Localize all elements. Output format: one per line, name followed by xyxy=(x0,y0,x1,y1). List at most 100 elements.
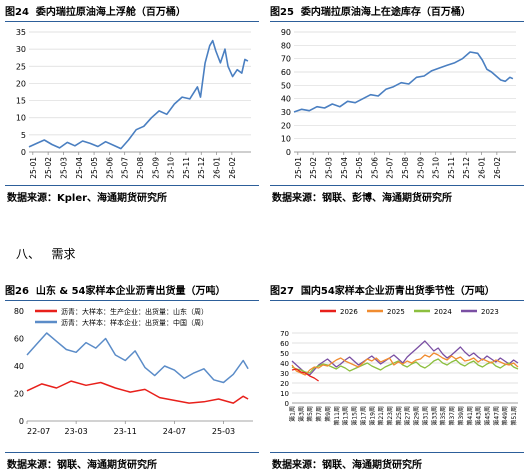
legend-label: 2024 xyxy=(434,308,452,316)
x-tick-label: 第19周 xyxy=(368,406,376,426)
x-tick-label: 25-01 xyxy=(29,157,38,179)
y-tick-label: 5 xyxy=(21,131,26,140)
x-tick-label: 22-07 xyxy=(27,427,50,436)
chart-title-24: 图24 委内瑞拉原油海上浮舱（百万桶） xyxy=(5,7,186,18)
series-line xyxy=(26,332,249,384)
y-tick-label: 30 xyxy=(281,108,291,117)
line-chart-26: 0 20 40 60 80 22-07 23-03 23-11 24-07 25-03 沥青：大样本… xyxy=(14,307,253,436)
x-tick-label: 25-10 xyxy=(432,157,441,179)
legend-label: 2025 xyxy=(387,308,405,316)
x-tick-label: 第17周 xyxy=(359,406,367,426)
series-line xyxy=(26,380,249,404)
y-tick-label: 25 xyxy=(16,62,26,71)
x-tick-label: 25-11 xyxy=(447,157,456,179)
y-tick-label: 15 xyxy=(16,97,26,106)
series-line xyxy=(28,39,249,150)
x-tick-label: 25-02 xyxy=(44,157,53,179)
x-tick-label: 第33周 xyxy=(430,406,438,426)
x-tick-label: 23-03 xyxy=(65,427,88,436)
source-note-26: 数据来源：钢联、海通期货研究所 xyxy=(7,460,157,471)
y-tick-label: 20 xyxy=(16,79,26,88)
x-tick-label: 25-05 xyxy=(355,157,364,179)
x-tick-label: 第51周 xyxy=(510,406,518,426)
y-tick-label: 50 xyxy=(280,350,289,358)
x-tick-label: 25-10 xyxy=(167,157,176,179)
y-tick-label: 60 xyxy=(14,335,24,344)
y-tick-label: 80 xyxy=(281,41,291,50)
source-note-24: 数据来源：Kpler、海通期货研究所 xyxy=(7,193,168,204)
chart-panel-27: 图27 国内54家样本企业沥青出货季节性（万吨） 0 10 20 30 40 50 60 70… xyxy=(270,283,524,471)
x-tick-label: 25-03 xyxy=(324,157,333,179)
x-tick-label: 第49周 xyxy=(501,406,509,426)
x-tick-label: 25-09 xyxy=(416,157,425,179)
x-tick-label: 26-01 xyxy=(478,157,487,179)
legend-label: 沥青：大样本：样本企业：出货量：中国（周） xyxy=(61,318,208,327)
x-tick-label: 第25周 xyxy=(395,406,403,426)
series-line xyxy=(291,358,519,374)
x-tick-label: 25-03 xyxy=(212,427,235,436)
legend-label: 沥青：大样本：生产企业：出货量：山东（周） xyxy=(61,307,208,316)
y-tick-label: 10 xyxy=(280,390,289,398)
x-tick-label: 第23周 xyxy=(386,406,394,426)
series-line xyxy=(291,368,319,382)
y-tick-label: 0 xyxy=(21,148,26,157)
x-tick-label: 第3周 xyxy=(297,406,305,422)
x-tick-label: 第35周 xyxy=(439,406,447,426)
line-chart-25: 0 10 20 30 40 50 60 70 80 90 25-01 25-02 25-03 25-04 2… xyxy=(281,28,516,179)
y-tick-label: 50 xyxy=(281,81,291,90)
x-tick-label: 25-12 xyxy=(197,157,206,179)
x-tick-label: 第27周 xyxy=(404,406,412,426)
x-tick-label: 第15周 xyxy=(351,406,359,426)
chart-title-25: 图25 委内瑞拉原油海上在途库存（百万桶） xyxy=(270,7,471,18)
x-tick-label: 25-08 xyxy=(401,157,410,179)
chart-panel-25: 图25 委内瑞拉原油海上在途库存（百万桶） 0 10 20 30 40 50 60 70 80 9… xyxy=(270,4,524,204)
y-tick-label: 20 xyxy=(280,380,289,388)
x-tick-label: 25-12 xyxy=(462,157,471,179)
x-tick-label: 25-05 xyxy=(90,157,99,179)
x-tick-label: 25-11 xyxy=(182,157,191,179)
y-tick-label: 0 xyxy=(286,148,291,157)
y-tick-label: 20 xyxy=(281,121,291,130)
y-tick-label: 30 xyxy=(280,370,289,378)
x-tick-label: 25-07 xyxy=(121,157,130,179)
x-tick-label: 25-01 xyxy=(294,157,303,179)
x-tick-label: 第7周 xyxy=(315,406,323,422)
x-tick-label: 第43周 xyxy=(475,406,483,426)
y-tick-label: 60 xyxy=(280,340,289,348)
legend-label: 2026 xyxy=(340,308,358,316)
chart-title-26: 图26 山东 & 54家样本企业沥青出货量（万吨） xyxy=(5,286,226,297)
x-tick-label: 第37周 xyxy=(448,406,456,426)
section-heading: 八、 需求 xyxy=(16,247,76,261)
y-tick-label: 40 xyxy=(281,95,291,104)
y-tick-label: 80 xyxy=(14,307,24,316)
x-tick-label: 第45周 xyxy=(483,406,491,426)
x-tick-label: 25-06 xyxy=(370,157,379,179)
y-tick-label: 40 xyxy=(280,360,289,368)
x-tick-label: 第5周 xyxy=(306,406,314,422)
x-tick-label: 第21周 xyxy=(377,406,385,426)
y-tick-label: 10 xyxy=(281,135,291,144)
x-tick-label: 第39周 xyxy=(457,406,465,426)
x-tick-label: 25-04 xyxy=(340,157,349,179)
series-line xyxy=(291,352,519,376)
x-tick-label: 25-09 xyxy=(151,157,160,179)
x-tick-label: 第29周 xyxy=(413,406,421,426)
y-tick-label: 90 xyxy=(281,28,291,37)
x-tick-label: 26-02 xyxy=(228,157,237,179)
source-note-25: 数据来源：钢联、彭博、海通期货研究所 xyxy=(272,193,452,204)
x-tick-label: 26-01 xyxy=(213,157,222,179)
y-tick-label: 70 xyxy=(281,55,291,64)
x-tick-label: 26-02 xyxy=(493,157,502,179)
legend-label: 2023 xyxy=(481,308,499,316)
x-tick-label: 25-03 xyxy=(59,157,68,179)
x-tick-label: 第47周 xyxy=(492,406,500,426)
y-tick-label: 60 xyxy=(281,68,291,77)
series-line xyxy=(293,51,514,113)
y-tick-label: 40 xyxy=(14,362,24,371)
x-tick-label: 第13周 xyxy=(342,406,350,426)
series-line xyxy=(291,340,519,376)
chart-panel-26: 图26 山东 & 54家样本企业沥青出货量（万吨） 0 20 40 60 80 22-07… xyxy=(5,283,259,471)
x-tick-label: 25-06 xyxy=(105,157,114,179)
y-tick-label: 70 xyxy=(280,330,289,338)
